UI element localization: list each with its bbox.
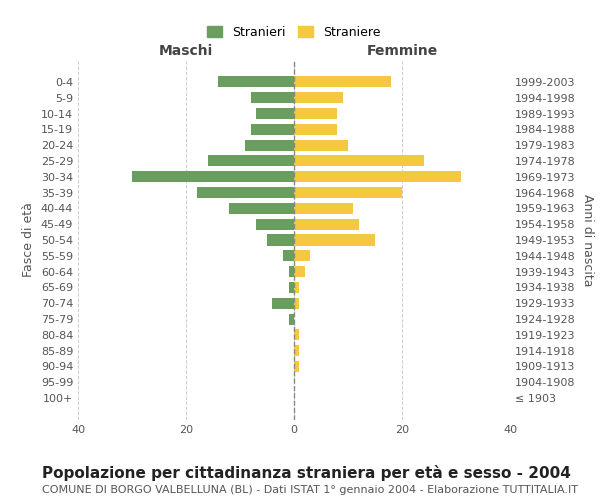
Bar	[197, 187, 294, 198]
Bar	[229, 203, 294, 214]
Bar	[251, 92, 294, 103]
Bar	[294, 92, 343, 103]
Y-axis label: Anni di nascita: Anni di nascita	[581, 194, 594, 286]
Legend: Stranieri, Straniere: Stranieri, Straniere	[201, 20, 387, 45]
Bar	[294, 361, 299, 372]
Bar	[132, 171, 294, 182]
Bar	[289, 266, 294, 277]
Bar	[294, 140, 348, 150]
Text: Femmine: Femmine	[367, 44, 437, 58]
Text: Maschi: Maschi	[159, 44, 213, 58]
Bar	[294, 218, 359, 230]
Bar	[256, 108, 294, 119]
Bar	[256, 218, 294, 230]
Y-axis label: Fasce di età: Fasce di età	[22, 202, 35, 278]
Bar	[294, 124, 337, 135]
Bar	[245, 140, 294, 150]
Text: COMUNE DI BORGO VALBELLUNA (BL) - Dati ISTAT 1° gennaio 2004 - Elaborazione TUTT: COMUNE DI BORGO VALBELLUNA (BL) - Dati I…	[42, 485, 578, 495]
Bar	[294, 203, 353, 214]
Bar	[294, 330, 299, 340]
Bar	[289, 314, 294, 324]
Bar	[294, 171, 461, 182]
Bar	[294, 108, 337, 119]
Bar	[272, 298, 294, 309]
Bar	[208, 156, 294, 166]
Bar	[294, 250, 310, 262]
Bar	[294, 266, 305, 277]
Bar	[251, 124, 294, 135]
Bar	[218, 76, 294, 88]
Bar	[289, 282, 294, 293]
Bar	[267, 234, 294, 246]
Bar	[283, 250, 294, 262]
Bar	[294, 156, 424, 166]
Bar	[294, 76, 391, 88]
Text: Popolazione per cittadinanza straniera per età e sesso - 2004: Popolazione per cittadinanza straniera p…	[42, 465, 571, 481]
Bar	[294, 298, 299, 309]
Bar	[294, 282, 299, 293]
Bar	[294, 187, 402, 198]
Bar	[294, 345, 299, 356]
Bar	[294, 234, 375, 246]
